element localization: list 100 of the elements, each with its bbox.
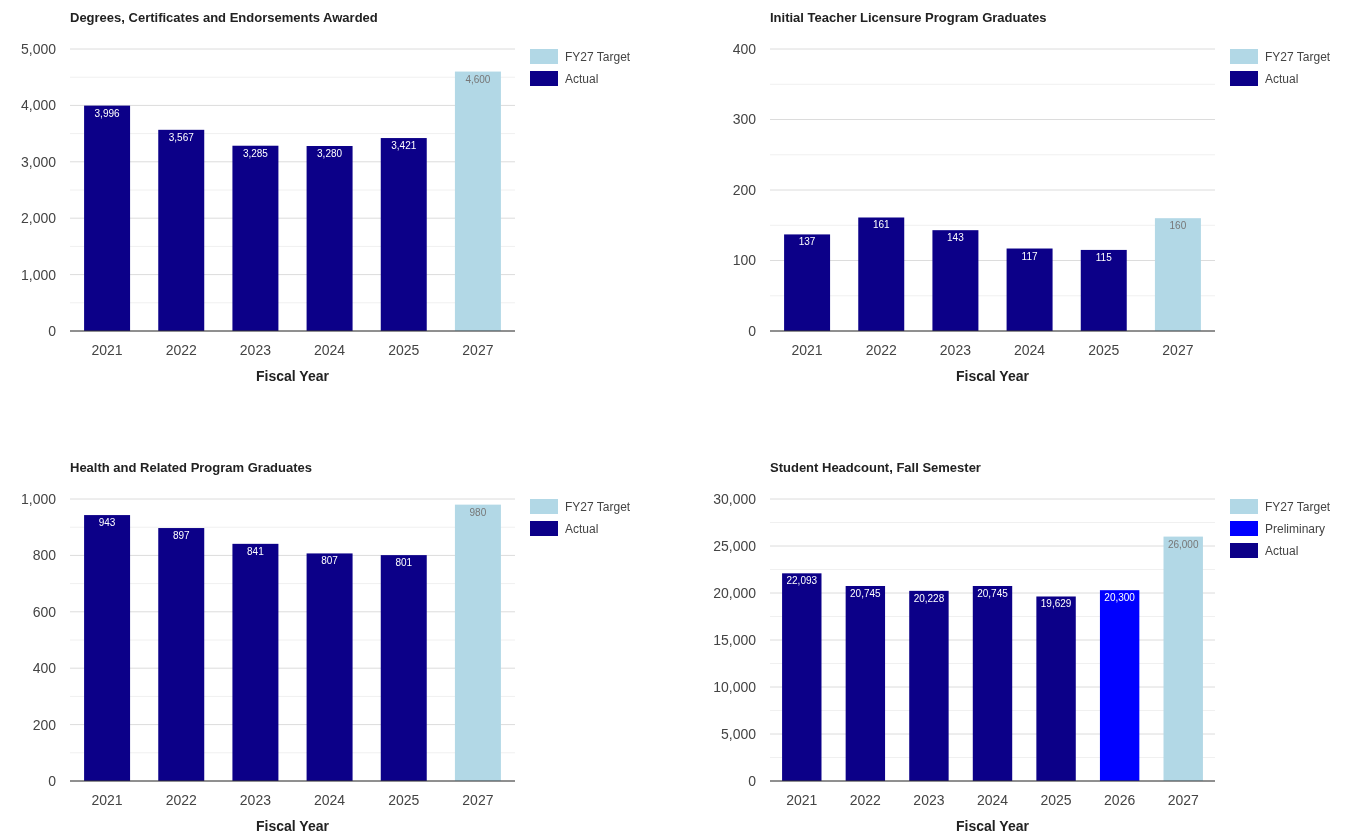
bar	[784, 234, 831, 331]
y-tick-label: 200	[732, 181, 757, 198]
x-tick-label: 2021	[91, 792, 123, 808]
data-label: 20,228	[913, 592, 945, 604]
x-tick-label: 2024	[976, 792, 1009, 808]
x-tick-label: 2027	[462, 792, 494, 808]
data-label: 20,745	[977, 588, 1009, 599]
x-axis-title: Fiscal Year	[956, 818, 1030, 832]
data-label: 980	[469, 506, 487, 518]
y-tick-label: 30,000	[713, 490, 757, 507]
data-label: 4,600	[465, 73, 491, 85]
data-label: 801	[395, 557, 413, 569]
data-label: 3,285	[242, 147, 269, 159]
x-tick-label: 2024	[314, 342, 346, 358]
x-tick-label: 2021	[791, 342, 823, 358]
x-axis-title: Fiscal Year	[256, 818, 330, 832]
y-tick-label: 2,000	[20, 210, 57, 227]
legend-label: FY27 Target	[565, 499, 631, 514]
x-tick-label: 2022	[849, 792, 882, 808]
y-tick-label: 1,000	[20, 490, 57, 507]
legend-label: FY27 Target	[565, 49, 631, 64]
chart-title: Health and Related Program Graduates	[70, 460, 313, 475]
data-label: 26,000	[1167, 538, 1199, 550]
data-label: 3,421	[391, 140, 417, 152]
data-label: 943	[98, 517, 116, 529]
bar	[454, 71, 501, 331]
x-tick-label: 2023	[239, 792, 272, 808]
y-tick-label: 0	[748, 322, 757, 339]
x-tick-label: 2027	[462, 342, 494, 358]
data-label: 115	[1095, 251, 1113, 263]
data-label: 841	[247, 545, 265, 557]
data-label: 19,629	[1040, 598, 1072, 610]
x-axis-title: Fiscal Year	[956, 368, 1030, 384]
x-tick-label: 2021	[786, 792, 818, 808]
y-tick-label: 300	[732, 111, 757, 128]
x-tick-label: 2025	[1040, 792, 1072, 808]
bar	[454, 504, 501, 781]
y-tick-label: 600	[32, 603, 57, 620]
data-label: 3,996	[94, 107, 121, 119]
data-label: 143	[947, 232, 965, 244]
bar	[158, 129, 205, 331]
y-tick-label: 3,000	[20, 153, 57, 170]
data-label: 117	[1021, 250, 1038, 262]
x-tick-label: 2027	[1167, 792, 1199, 808]
bar	[1036, 596, 1076, 781]
y-tick-label: 5,000	[20, 40, 57, 57]
y-tick-label: 400	[32, 660, 57, 677]
data-label: 3,280	[317, 148, 343, 160]
x-tick-label: 2022	[865, 342, 898, 358]
bar	[158, 528, 205, 781]
x-tick-label: 2023	[913, 792, 945, 808]
bar	[1163, 536, 1203, 781]
data-label: 160	[1169, 220, 1187, 232]
y-tick-label: 800	[32, 547, 57, 564]
chart-title: Degrees, Certificates and Endorsements Awarded	[70, 10, 378, 25]
y-tick-label: 0	[48, 322, 57, 339]
data-label: 20,300	[1104, 592, 1136, 604]
bar	[84, 105, 131, 331]
data-label: 3,567	[168, 131, 195, 143]
bar	[972, 586, 1013, 781]
data-label: 161	[872, 219, 891, 231]
bar	[1154, 218, 1201, 331]
legend-label: Actual	[1265, 543, 1299, 558]
chart-title: Student Headcount, Fall Semester	[770, 460, 981, 475]
bar	[380, 138, 427, 331]
bar	[1099, 590, 1140, 781]
bar	[1006, 248, 1053, 331]
x-tick-label: 2026	[1104, 792, 1136, 808]
bar	[1080, 249, 1127, 331]
y-tick-label: 15,000	[713, 631, 757, 648]
data-label: 22,093	[786, 575, 818, 587]
x-tick-label: 2027	[1162, 342, 1194, 358]
legend-label: Preliminary	[1265, 521, 1326, 536]
bar	[380, 555, 427, 781]
y-tick-label: 0	[748, 772, 757, 789]
x-tick-label: 2022	[165, 342, 198, 358]
x-tick-label: 2024	[314, 792, 346, 808]
x-axis-title: Fiscal Year	[256, 368, 330, 384]
data-label: 20,745	[850, 588, 882, 599]
y-tick-label: 25,000	[713, 537, 757, 554]
bar	[845, 586, 886, 781]
y-tick-label: 10,000	[713, 678, 757, 695]
data-label: 137	[798, 236, 816, 248]
bar	[306, 146, 353, 331]
y-tick-label: 4,000	[20, 97, 57, 114]
x-tick-label: 2025	[1088, 342, 1120, 358]
bar	[932, 230, 979, 331]
x-tick-label: 2024	[1014, 342, 1046, 358]
legend-label: FY27 Target	[1265, 499, 1331, 514]
bar	[232, 543, 279, 781]
legend-label: Actual	[1265, 71, 1299, 86]
legend-label: Actual	[565, 521, 599, 536]
x-tick-label: 2023	[239, 342, 272, 358]
legend-label: FY27 Target	[1265, 49, 1331, 64]
bar	[306, 553, 353, 781]
y-tick-label: 1,000	[20, 266, 57, 283]
x-tick-label: 2025	[388, 342, 420, 358]
bar	[909, 590, 949, 781]
legend-label: Actual	[565, 71, 599, 86]
x-tick-label: 2023	[939, 342, 972, 358]
